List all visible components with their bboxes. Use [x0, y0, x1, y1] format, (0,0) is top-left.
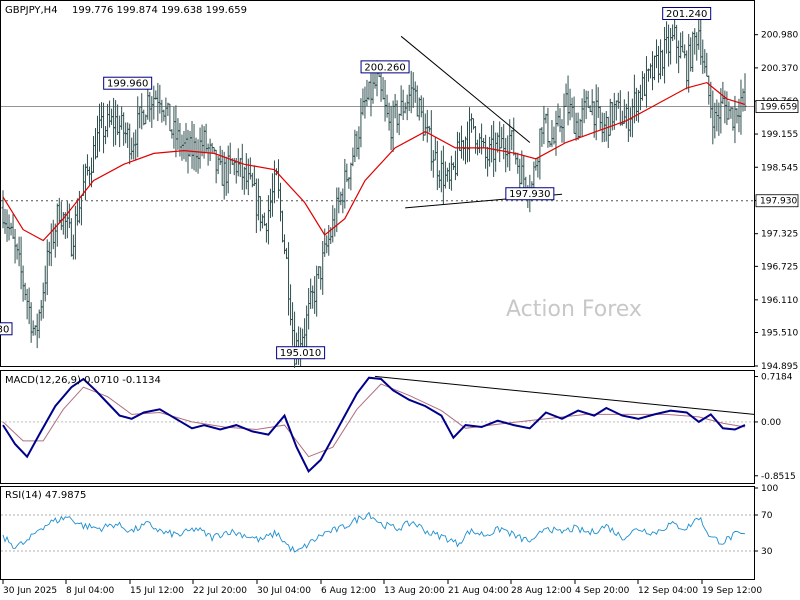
price-chart-title: GBPJPY,H4 — [5, 5, 58, 16]
time-axis-label: 15 Jul 12:00 — [130, 586, 184, 596]
price-axis-label: 194.895 — [761, 362, 798, 372]
price-annotation-box — [0, 322, 13, 336]
macd-axis-label: 0.00 — [761, 418, 781, 428]
price-annotation: 201.240 — [662, 7, 712, 21]
price-axis-label: 200.980 — [761, 31, 798, 41]
price-annotation-label: 201.240 — [666, 9, 707, 20]
price-annotation-label: 195.010 — [280, 348, 321, 359]
price-axis-label: 197.325 — [761, 230, 798, 240]
price-annotation-label: 197.930 — [509, 189, 550, 200]
trendline — [400, 35, 531, 143]
price-annotation-box — [360, 60, 410, 74]
price-annotation-box — [103, 76, 153, 90]
time-axis-label: 21 Aug 04:00 — [448, 586, 509, 596]
macd-axis-label: 0.7184 — [761, 373, 793, 383]
moving-average-line — [2, 81, 746, 242]
rsi-axis-label: 30 — [761, 547, 773, 557]
macd-line — [2, 376, 746, 473]
price-annotation-label: 30 — [0, 324, 9, 335]
price-axis-label: 200.370 — [761, 64, 798, 74]
time-axis-label: 28 Aug 12:00 — [511, 586, 572, 596]
macd-signal-line — [2, 383, 746, 458]
macd-panel — [0, 370, 755, 484]
macd-title: MACD(12,26,9) 0.0710 -0.1134 — [5, 375, 161, 386]
time-axis-label: 6 Aug 12:00 — [321, 586, 376, 596]
price-annotation: 195.010 — [276, 346, 326, 360]
support-price-label: 197.930 — [760, 197, 797, 207]
time-axis-label: 22 Jul 20:00 — [193, 586, 247, 596]
price-annotation-label: 200.260 — [364, 62, 405, 73]
price-axis-label: 198.545 — [761, 163, 798, 173]
time-axis-label: 13 Aug 20:00 — [384, 586, 445, 596]
rsi-panel — [0, 486, 755, 580]
price-annotation: 199.960 — [103, 76, 153, 90]
time-axis-label: 12 Sep 04:00 — [638, 586, 698, 596]
ohlc-bar — [743, 73, 747, 112]
ohlc-bars — [1, 12, 747, 368]
price-annotation-box — [505, 187, 555, 201]
time-axis-label: 30 Jul 04:00 — [257, 586, 311, 596]
time-axis-label: 8 Jul 04:00 — [66, 586, 115, 596]
price-annotation: 30 — [0, 322, 13, 336]
price-axis-label: 196.725 — [761, 262, 798, 272]
price-annotation-box — [662, 7, 712, 21]
price-annotation-label: 199.960 — [107, 79, 148, 90]
price-axis-label: 195.510 — [761, 329, 798, 339]
price-axis-label: 199.155 — [761, 130, 798, 140]
price-annotation-box — [276, 346, 326, 360]
current-price-label: 199.659 — [760, 103, 797, 113]
rsi-title: RSI(14) 47.9875 — [5, 490, 86, 501]
time-axis-label: 19 Sep 12:00 — [702, 586, 762, 596]
time-axis-label: 30 Jun 2025 — [3, 586, 57, 596]
price-annotation: 200.260 — [360, 60, 410, 74]
price-axis-label: 196.110 — [761, 296, 798, 306]
rsi-axis-label: 70 — [761, 511, 773, 521]
time-axis-label: 4 Sep 20:00 — [575, 586, 630, 596]
price-ohlc-readout: 199.776 199.874 199.638 199.659 — [72, 5, 247, 16]
watermark: Action Forex — [506, 297, 642, 322]
current-price-tag — [755, 100, 799, 113]
rsi-line — [2, 511, 746, 553]
rsi-axis-label: 100 — [761, 484, 778, 494]
macd-trendline — [374, 375, 755, 415]
support-price-tag — [755, 194, 799, 208]
macd-axis-label: -0.8515 — [761, 472, 796, 482]
price-annotation: 197.930 — [505, 187, 555, 201]
